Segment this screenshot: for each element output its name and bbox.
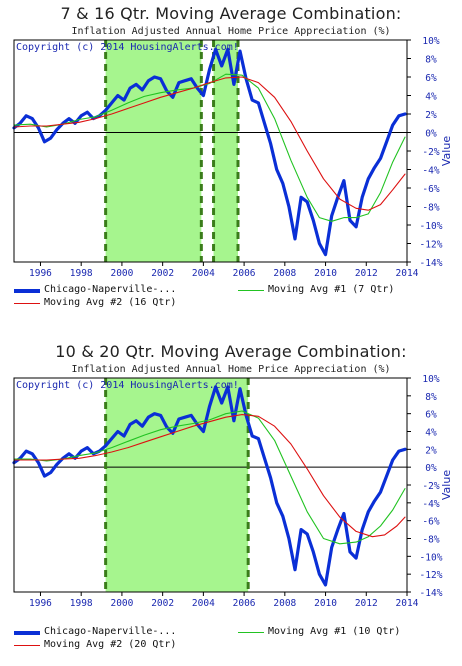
chart-subtitle: Inflation Adjusted Annual Home Price App… xyxy=(71,26,391,37)
y-tick-label: -4% xyxy=(422,499,439,510)
y-tick-label: 10% xyxy=(422,374,439,385)
copyright-text: Copyright (c) 2014 HousingAlerts.com! xyxy=(16,42,239,53)
line-chart: Copyright (c) 2014 HousingAlerts.com! -14… xyxy=(12,36,453,279)
y-tick-label: 2% xyxy=(425,445,437,456)
legend-entry-ma1: Moving Avg #1 (7 Qtr) xyxy=(268,284,395,295)
y-tick-label: 2% xyxy=(425,110,437,121)
line-chart: Copyright (c) 2014 HousingAlerts.com! -14… xyxy=(12,374,453,609)
x-tick-label: 1996 xyxy=(29,268,52,279)
y-tick-label: 6% xyxy=(425,410,437,421)
y-tick-label: -6% xyxy=(422,184,439,195)
y-axis-label: Value xyxy=(440,136,453,166)
y-tick-label: -12% xyxy=(420,570,443,581)
copyright-text: Copyright (c) 2014 HousingAlerts.com! xyxy=(16,380,239,391)
legend-entry-ma2: Moving Avg #2 (16 Qtr) xyxy=(44,297,177,308)
y-tick-label: 0% xyxy=(425,129,437,140)
legend-entry-chicago: Chicago-Naperville-... xyxy=(44,284,177,295)
y-tick-label: 4% xyxy=(425,92,437,103)
y-tick-label: -4% xyxy=(422,166,439,177)
legend-swatch-chicago xyxy=(14,631,40,635)
y-tick-label: -6% xyxy=(422,517,439,528)
series-line-ma2 xyxy=(13,76,406,211)
legend-swatch-chicago xyxy=(14,289,40,293)
series-line-chicago xyxy=(12,47,407,257)
legend-swatch-ma1 xyxy=(238,290,264,291)
y-tick-label: 10% xyxy=(422,36,439,47)
y-tick-label: -2% xyxy=(422,147,439,158)
legend-swatch-ma2 xyxy=(14,303,40,304)
y-tick-label: 6% xyxy=(425,73,437,84)
x-tick-label: 1998 xyxy=(70,598,93,609)
legend-swatch-ma2 xyxy=(14,645,40,646)
y-tick-label: 8% xyxy=(425,392,437,403)
x-tick-label: 2000 xyxy=(110,598,133,609)
chart-panel-2: 10 & 20 Qtr. Moving Average Combination:… xyxy=(0,338,462,666)
y-tick-label: -12% xyxy=(420,240,443,251)
x-tick-label: 2004 xyxy=(192,598,215,609)
x-tick-label: 2008 xyxy=(273,598,296,609)
x-tick-label: 2004 xyxy=(192,268,215,279)
series-line-chicago xyxy=(12,385,407,587)
legend-entry-chicago: Chicago-Naperville-... xyxy=(44,626,177,637)
y-tick-label: -8% xyxy=(422,535,439,546)
x-tick-label: 2006 xyxy=(233,268,256,279)
chart-subtitle: Inflation Adjusted Annual Home Price App… xyxy=(71,364,391,375)
legend-entry-ma1: Moving Avg #1 (10 Qtr) xyxy=(268,626,401,637)
series-line-ma2 xyxy=(13,414,406,538)
y-tick-label: 4% xyxy=(425,428,437,439)
legend-entry-ma2: Moving Avg #2 (20 Qtr) xyxy=(44,639,177,650)
y-tick-label: -10% xyxy=(420,552,443,563)
y-tick-label: 8% xyxy=(425,55,437,66)
x-tick-label: 2014 xyxy=(396,598,419,609)
y-tick-label: -10% xyxy=(420,221,443,232)
x-tick-label: 1996 xyxy=(29,598,52,609)
x-tick-label: 2002 xyxy=(151,268,174,279)
x-tick-label: 2014 xyxy=(396,268,419,279)
legend-swatch-ma1 xyxy=(238,632,264,633)
x-tick-label: 2008 xyxy=(273,268,296,279)
x-tick-label: 2006 xyxy=(233,598,256,609)
series-line-ma1 xyxy=(13,73,406,222)
x-tick-label: 2010 xyxy=(314,598,337,609)
chart-title: 10 & 20 Qtr. Moving Average Combination: xyxy=(55,342,407,361)
y-axis-label: Value xyxy=(440,470,453,500)
x-tick-label: 2010 xyxy=(314,268,337,279)
y-tick-label: -8% xyxy=(422,203,439,214)
shaded-region xyxy=(105,40,202,262)
x-tick-label: 2002 xyxy=(151,598,174,609)
y-tick-label: 0% xyxy=(425,463,437,474)
y-tick-label: -14% xyxy=(420,258,443,269)
chart-panel-1: 7 & 16 Qtr. Moving Average Combination: … xyxy=(0,0,462,328)
plot-area xyxy=(14,40,407,262)
y-tick-label: -14% xyxy=(420,588,443,599)
shaded-region xyxy=(105,378,249,592)
y-tick-label: -2% xyxy=(422,481,439,492)
x-tick-label: 1998 xyxy=(70,268,93,279)
x-tick-label: 2012 xyxy=(355,268,378,279)
x-tick-label: 2000 xyxy=(110,268,133,279)
x-tick-label: 2012 xyxy=(355,598,378,609)
chart-title: 7 & 16 Qtr. Moving Average Combination: xyxy=(60,4,402,23)
series-line-ma1 xyxy=(13,410,406,545)
